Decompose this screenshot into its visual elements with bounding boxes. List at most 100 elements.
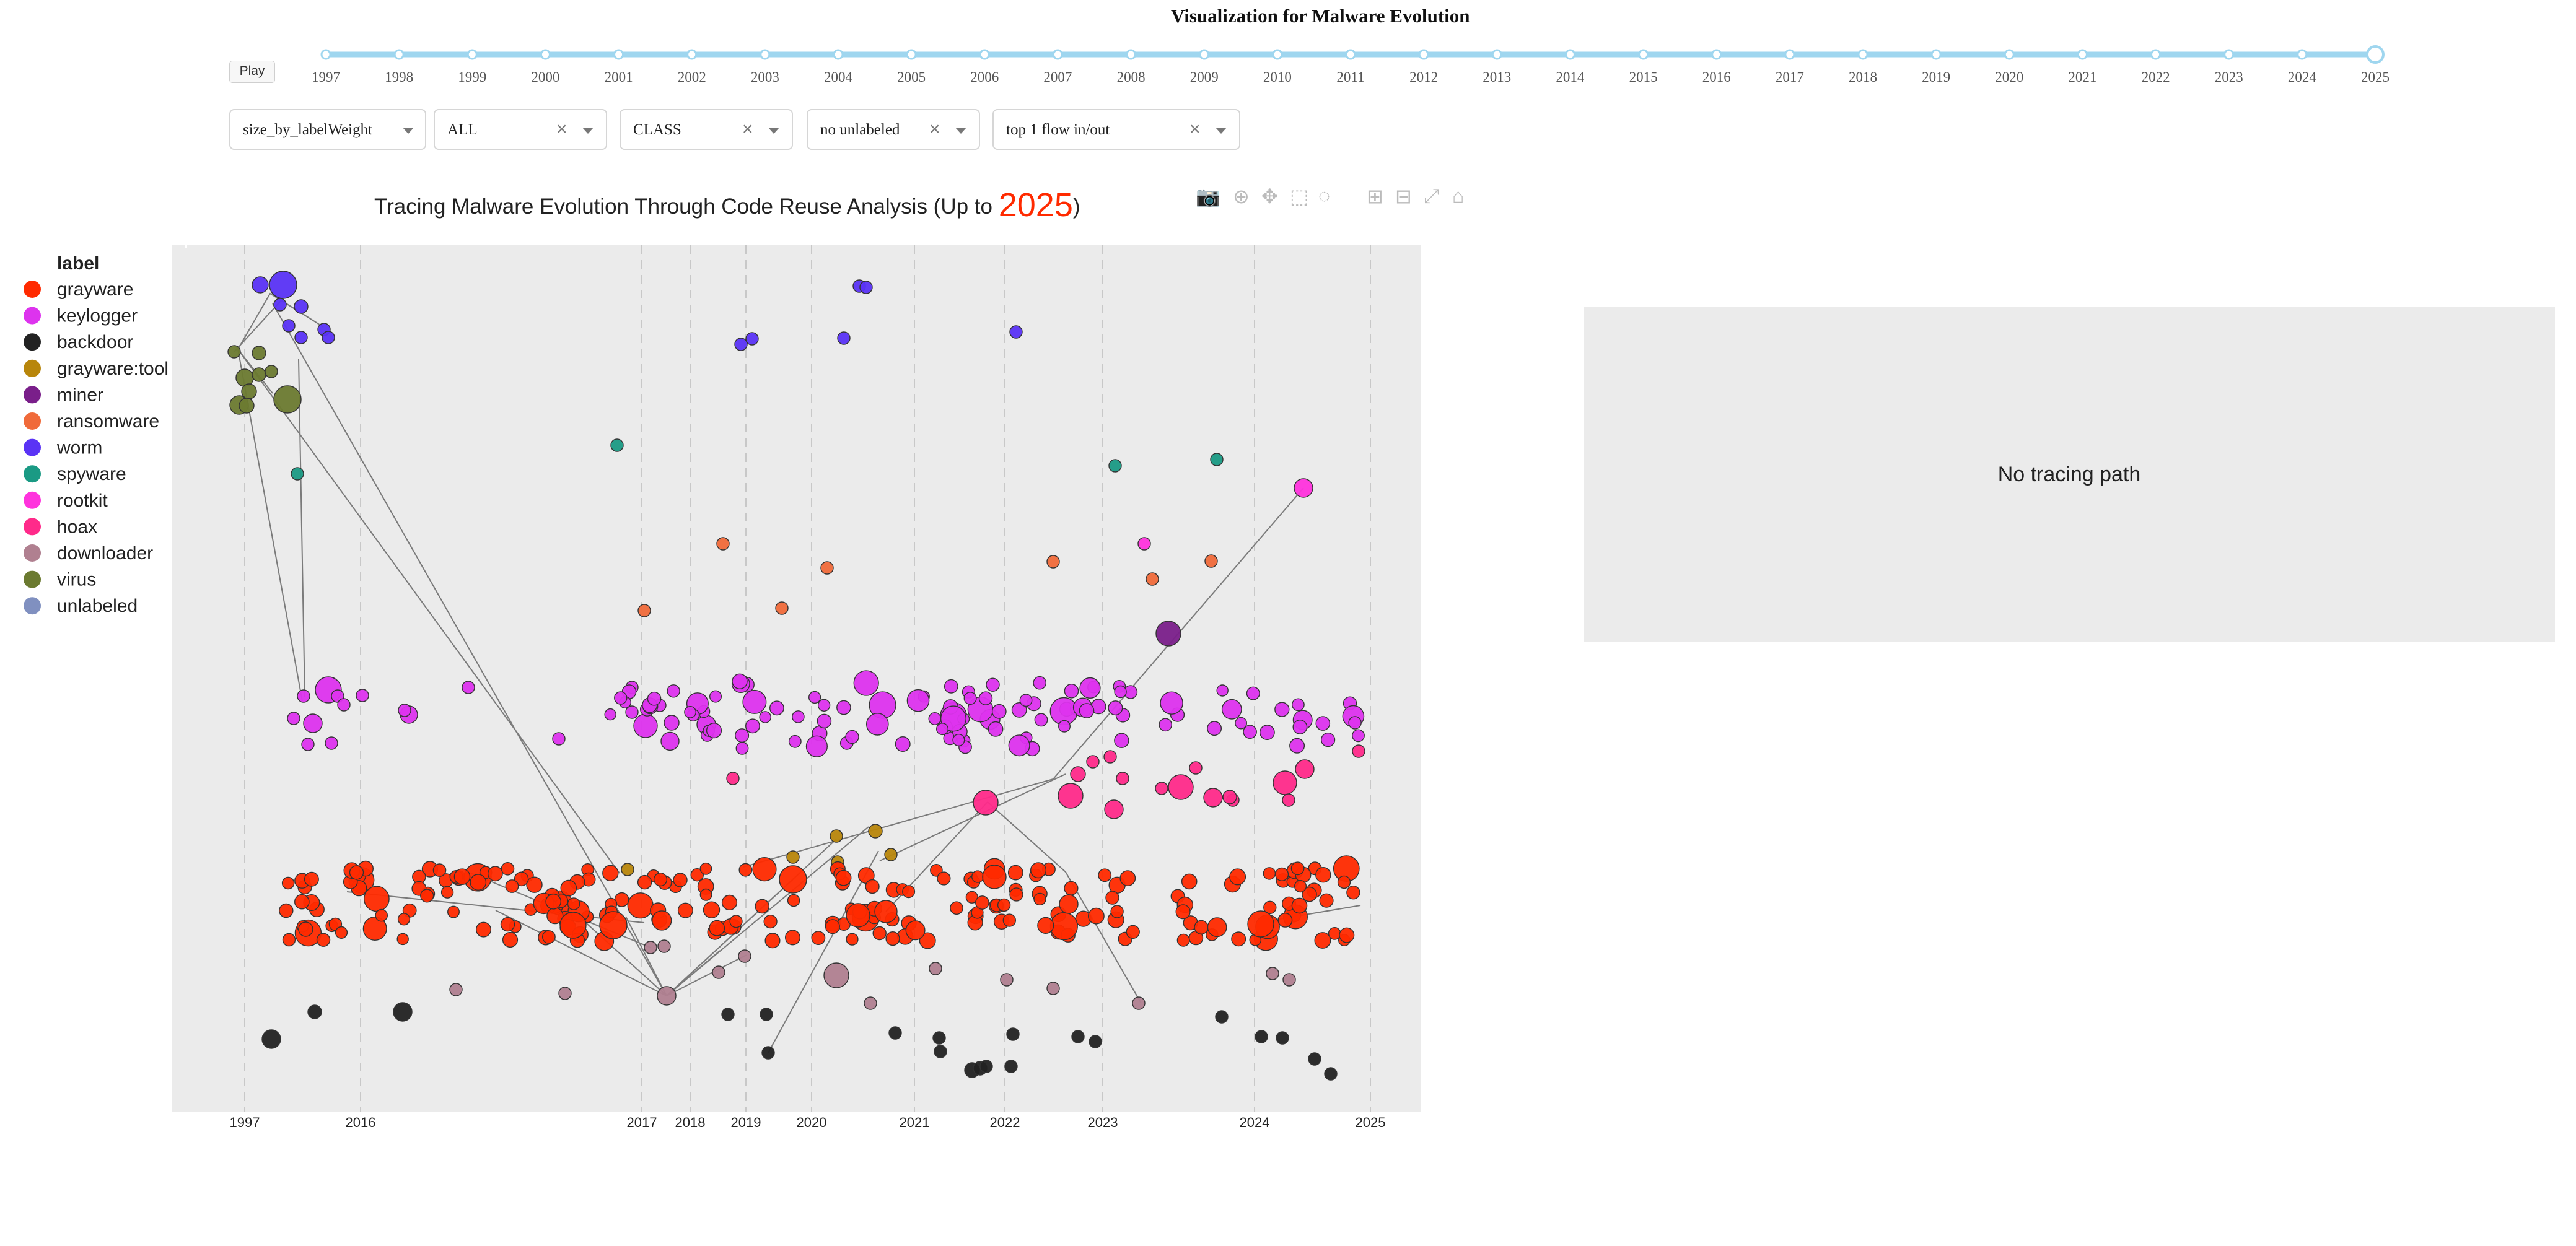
data-point-grayware[interactable] (281, 876, 295, 890)
data-point-grayware[interactable] (846, 933, 859, 946)
slider-year-label[interactable]: 2021 (2068, 69, 2096, 85)
slider-year-label[interactable]: 2010 (1263, 69, 1292, 85)
slider-year-label[interactable]: 2014 (1556, 69, 1585, 85)
data-point-grayware[interactable] (397, 913, 411, 926)
data-point-keylogger[interactable] (1207, 721, 1222, 736)
clear-icon[interactable]: × (556, 119, 567, 139)
legend-marker[interactable] (24, 518, 41, 536)
data-point-grayware[interactable] (1263, 900, 1277, 915)
data-point-keylogger[interactable] (745, 718, 760, 734)
data-point-ransomware[interactable] (775, 601, 789, 615)
slider-year-label[interactable]: 2008 (1117, 69, 1146, 85)
data-point-grayware[interactable] (1247, 910, 1274, 938)
data-point-ransomware[interactable] (1204, 554, 1218, 568)
slider-year-label[interactable]: 2001 (605, 69, 633, 85)
clear-icon[interactable]: × (742, 119, 753, 139)
data-point-keylogger[interactable] (614, 691, 628, 705)
data-point-keylogger[interactable] (706, 722, 722, 739)
data-point-downloader[interactable] (449, 983, 463, 996)
data-point-grayware[interactable] (752, 856, 777, 882)
data-point-keylogger[interactable] (952, 734, 965, 747)
data-point-grayware[interactable] (294, 894, 310, 910)
data-point-keylogger[interactable] (944, 679, 958, 694)
data-point-hoax[interactable] (1070, 766, 1086, 782)
data-point-grayware[interactable] (470, 874, 487, 891)
data-point-keylogger[interactable] (625, 705, 639, 719)
scatter-plot[interactable]: label grayware keylogger backdoor grayware:t… (0, 235, 1437, 1152)
slider-step[interactable] (2004, 49, 2015, 60)
data-point-virus[interactable] (252, 346, 266, 360)
slider-step[interactable] (2297, 49, 2308, 60)
slider-year-label[interactable]: 2000 (531, 69, 559, 85)
data-point-grayware[interactable] (784, 930, 800, 946)
data-point-grayware[interactable] (1064, 881, 1079, 895)
slider-step[interactable] (1930, 49, 1942, 60)
data-point-backdoor[interactable] (1215, 1010, 1229, 1024)
legend-marker[interactable] (24, 597, 41, 615)
data-point-downloader[interactable] (712, 965, 725, 979)
data-point-keylogger[interactable] (805, 735, 828, 757)
data-point-grayware[interactable] (690, 868, 704, 882)
data-point-downloader[interactable] (657, 939, 671, 953)
data-point-spyware[interactable] (610, 438, 624, 452)
data-point-keylogger[interactable] (1058, 720, 1071, 733)
slider-step[interactable] (979, 49, 990, 60)
data-point-grayware[interactable] (982, 865, 1007, 889)
data-point-virus[interactable] (273, 385, 302, 414)
slider-step[interactable] (393, 49, 405, 60)
legend-item[interactable]: rootkit (57, 490, 108, 511)
data-point-keylogger[interactable] (1221, 699, 1242, 720)
data-point-keylogger[interactable] (817, 699, 831, 712)
data-point-hoax[interactable] (973, 790, 999, 816)
data-point-grayware[interactable] (763, 914, 778, 929)
chevron-down-icon[interactable] (955, 128, 966, 134)
data-point-keylogger[interactable] (792, 710, 805, 723)
data-point-keylogger[interactable] (1243, 725, 1257, 739)
data-point-keylogger[interactable] (297, 689, 310, 703)
data-point-worm[interactable] (282, 319, 296, 333)
data-point-grayware[interactable] (627, 892, 654, 919)
data-point-backdoor[interactable] (1004, 1060, 1018, 1073)
data-point-backdoor[interactable] (393, 1002, 413, 1022)
data-point-grayware[interactable] (1302, 886, 1317, 902)
data-point-grayware[interactable] (637, 874, 652, 890)
data-point-grayware:tool[interactable] (786, 850, 800, 864)
data-point-keylogger[interactable] (325, 736, 338, 750)
slider-year-label[interactable]: 2018 (1849, 69, 1877, 85)
data-point-downloader[interactable] (644, 941, 657, 954)
data-point-grayware[interactable] (865, 879, 880, 894)
data-point-keylogger[interactable] (735, 728, 750, 743)
legend-item[interactable]: grayware (57, 279, 133, 300)
legend-marker[interactable] (24, 333, 41, 351)
data-point-grayware[interactable] (545, 894, 562, 910)
data-point-grayware[interactable] (1275, 867, 1289, 881)
data-point-grayware[interactable] (500, 917, 515, 932)
data-point-grayware[interactable] (453, 868, 471, 885)
lasso-icon[interactable]: ◌ (1318, 185, 1331, 207)
data-point-keylogger[interactable] (1034, 713, 1048, 727)
data-point-downloader[interactable] (1046, 982, 1060, 995)
data-point-grayware[interactable] (279, 903, 294, 918)
data-point-worm[interactable] (294, 299, 309, 314)
data-point-keylogger[interactable] (667, 684, 680, 698)
data-point-grayware[interactable] (1207, 917, 1227, 938)
slider-year-label[interactable]: 2011 (1336, 69, 1364, 85)
plot-area[interactable] (172, 245, 1421, 1112)
slider-step[interactable] (467, 49, 478, 60)
data-point-virus[interactable] (239, 398, 255, 414)
home-icon[interactable]: ⌂ (1452, 185, 1465, 207)
data-point-grayware[interactable] (905, 920, 926, 941)
data-point-keylogger[interactable] (647, 691, 662, 706)
data-point-keylogger[interactable] (1064, 684, 1079, 699)
legend-item[interactable]: hoax (57, 516, 97, 537)
slider-year-label[interactable]: 2019 (1922, 69, 1950, 85)
zoom-out-icon[interactable]: ⊟ (1395, 185, 1412, 207)
slider-step[interactable] (1564, 49, 1575, 60)
data-point-grayware[interactable] (1105, 891, 1119, 905)
data-point-keylogger[interactable] (866, 713, 889, 736)
data-point-backdoor[interactable] (979, 1060, 993, 1073)
data-point-grayware[interactable] (502, 931, 519, 948)
data-point-grayware[interactable] (1175, 904, 1191, 920)
slider-step[interactable] (1711, 49, 1722, 60)
data-point-keylogger[interactable] (1292, 720, 1308, 734)
